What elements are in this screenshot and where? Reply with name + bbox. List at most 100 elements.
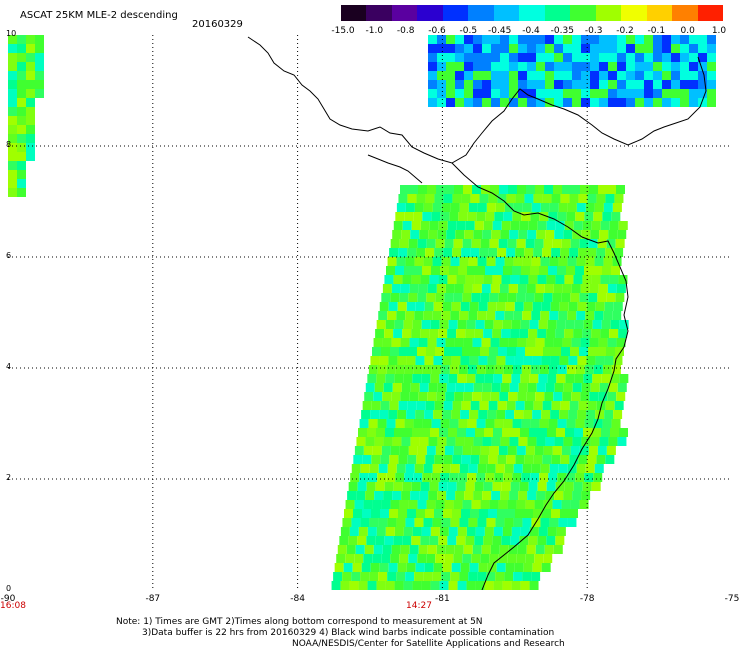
swath-cell bbox=[590, 53, 599, 62]
swath-cell bbox=[653, 44, 662, 53]
swath-cell bbox=[393, 221, 403, 230]
swath-cell bbox=[395, 212, 405, 221]
swath-cell bbox=[567, 257, 577, 266]
swath-cell bbox=[413, 212, 423, 221]
swath-cell bbox=[446, 80, 455, 89]
swath-cell bbox=[353, 509, 362, 518]
swath-cell bbox=[577, 302, 587, 311]
swath-cell bbox=[490, 392, 500, 401]
swath-cell bbox=[581, 80, 590, 89]
swath-cell bbox=[513, 464, 523, 473]
swath-cell bbox=[549, 311, 559, 320]
swath-cell bbox=[473, 230, 483, 239]
swath-cell bbox=[426, 554, 436, 563]
swath-cell bbox=[554, 437, 564, 446]
swath-cell bbox=[404, 212, 414, 221]
swath-cell bbox=[671, 35, 680, 44]
swath-cell bbox=[500, 491, 510, 500]
swath-cell bbox=[542, 455, 552, 464]
swath-cell bbox=[527, 71, 536, 80]
swath-cell bbox=[612, 257, 622, 266]
swath-cell bbox=[500, 383, 510, 392]
swath-cell bbox=[417, 293, 427, 302]
swath-cell bbox=[542, 401, 552, 410]
swath-cell bbox=[517, 545, 527, 554]
swath-cell bbox=[525, 239, 535, 248]
swath-cell bbox=[482, 71, 491, 80]
x-tick-label: -81 bbox=[435, 594, 450, 604]
swath-cell bbox=[532, 410, 542, 419]
swath-cell bbox=[617, 98, 626, 107]
swath-cell bbox=[409, 338, 419, 347]
swath-cell bbox=[502, 320, 512, 329]
note-line-2: 3)Data buffer is 22 hrs from 20160329 4)… bbox=[142, 628, 555, 638]
swath-cell bbox=[386, 473, 396, 482]
swath-cell bbox=[385, 320, 395, 329]
swath-cell bbox=[458, 419, 468, 428]
swath-cell bbox=[554, 44, 563, 53]
swath-cell bbox=[578, 248, 588, 257]
swath-cell bbox=[420, 329, 430, 338]
swath-cell bbox=[382, 545, 392, 554]
swath-cell bbox=[390, 239, 400, 248]
colorbar-tick-label: -0.5 bbox=[459, 26, 478, 36]
swath-cell bbox=[526, 185, 535, 194]
swath-cell bbox=[488, 455, 498, 464]
swath-cell bbox=[467, 473, 477, 482]
swath-cell bbox=[581, 98, 590, 107]
swath-cell bbox=[553, 185, 562, 194]
swath-cell bbox=[707, 89, 716, 98]
swath-cell bbox=[390, 293, 400, 302]
swath-cell bbox=[476, 473, 486, 482]
swath-cell bbox=[480, 500, 490, 509]
swath-cell bbox=[452, 401, 462, 410]
swath-cell bbox=[400, 284, 410, 293]
swath-cell bbox=[429, 536, 439, 545]
swath-cell bbox=[404, 365, 414, 374]
swath-cell bbox=[374, 437, 384, 446]
swath-cell bbox=[426, 239, 436, 248]
swath-cell bbox=[473, 62, 482, 71]
swath-cell bbox=[380, 455, 390, 464]
swath-cell bbox=[17, 125, 26, 134]
swath-cell bbox=[484, 374, 494, 383]
swath-cell bbox=[424, 410, 434, 419]
swath-cell bbox=[468, 464, 478, 473]
swath-cell bbox=[561, 347, 570, 356]
swath-cell bbox=[8, 98, 17, 107]
swath-cell bbox=[17, 107, 26, 116]
swath-cell bbox=[446, 35, 455, 44]
swath-cell bbox=[543, 500, 553, 509]
swath-cell bbox=[387, 518, 397, 527]
swath-cell bbox=[605, 194, 615, 203]
swath-cell bbox=[575, 473, 585, 482]
swath-cell bbox=[387, 572, 397, 581]
swath-cell bbox=[604, 302, 614, 311]
swath-cell bbox=[355, 545, 365, 554]
swath-cell bbox=[509, 491, 519, 500]
swath-cell bbox=[432, 518, 442, 527]
swath-cell bbox=[509, 53, 518, 62]
swath-cell bbox=[437, 89, 446, 98]
swath-cell bbox=[555, 329, 565, 338]
swath-cell bbox=[618, 275, 628, 284]
swath-cell bbox=[582, 482, 592, 491]
swath-cell bbox=[434, 194, 444, 203]
swath-cell bbox=[470, 248, 480, 257]
swath-cell bbox=[455, 53, 464, 62]
swath-cell bbox=[418, 392, 428, 401]
swath-cell bbox=[579, 293, 589, 302]
swath-cell bbox=[438, 329, 448, 338]
x-tick-label: -84 bbox=[290, 594, 305, 604]
swath-cell bbox=[662, 62, 671, 71]
swath-cell bbox=[520, 320, 530, 329]
swath-cell bbox=[394, 374, 404, 383]
swath-cell bbox=[492, 275, 502, 284]
swath-cell bbox=[653, 98, 662, 107]
swath-cell bbox=[430, 428, 439, 437]
swath-cell bbox=[429, 275, 439, 284]
swath-cell bbox=[464, 230, 474, 239]
swath-cell bbox=[442, 410, 452, 419]
swath-cell bbox=[594, 257, 604, 266]
swath-cell bbox=[576, 464, 586, 473]
